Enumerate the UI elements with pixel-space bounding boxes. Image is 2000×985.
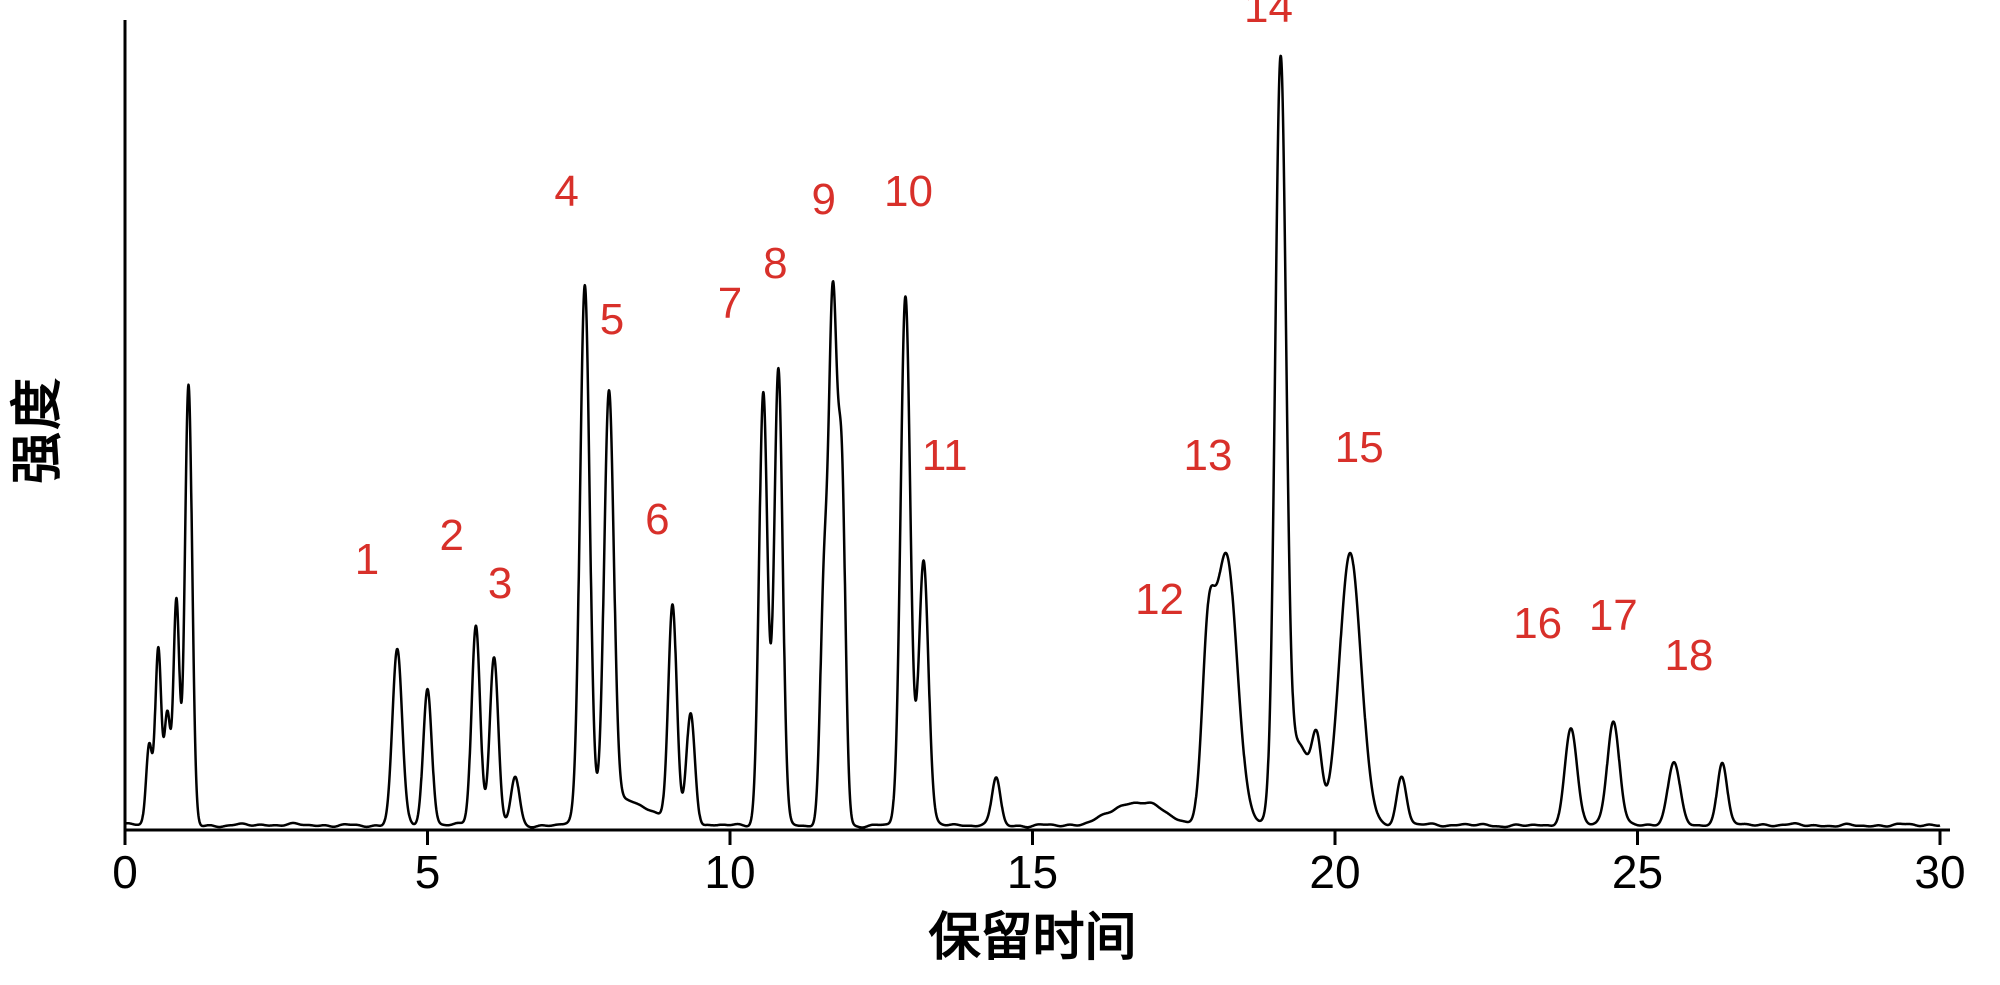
peak-label: 8 — [763, 239, 787, 288]
x-tick-label: 25 — [1612, 846, 1663, 898]
x-tick-label: 0 — [112, 846, 138, 898]
peak-label: 10 — [884, 167, 933, 216]
peak-label: 17 — [1589, 591, 1638, 640]
x-tick-label: 5 — [415, 846, 441, 898]
peak-label: 15 — [1335, 423, 1384, 472]
peak-label: 7 — [718, 279, 742, 328]
peak-label: 16 — [1513, 599, 1562, 648]
x-axis-label: 保留时间 — [928, 909, 1136, 967]
x-tick-label: 15 — [1007, 846, 1058, 898]
peak-label: 5 — [600, 295, 624, 344]
x-tick-label: 30 — [1914, 846, 1965, 898]
peak-label: 9 — [812, 175, 836, 224]
y-axis-label: 强度 — [9, 376, 67, 484]
x-tick-label: 10 — [704, 846, 755, 898]
chart-svg: 051015202530保留时间强度1234567891011121314151… — [0, 0, 2000, 985]
x-tick-label: 20 — [1309, 846, 1360, 898]
peak-label: 2 — [439, 511, 463, 560]
peak-label: 3 — [488, 559, 512, 608]
peak-label: 11 — [922, 431, 968, 480]
peak-label: 14 — [1244, 0, 1293, 32]
chromatogram-chart: 051015202530保留时间强度1234567891011121314151… — [0, 0, 2000, 985]
peak-label: 13 — [1183, 431, 1232, 480]
peak-label: 4 — [554, 167, 578, 216]
peak-label: 1 — [355, 535, 379, 584]
peak-label: 6 — [645, 495, 669, 544]
peak-label: 18 — [1664, 631, 1713, 680]
peak-label: 12 — [1135, 575, 1184, 624]
